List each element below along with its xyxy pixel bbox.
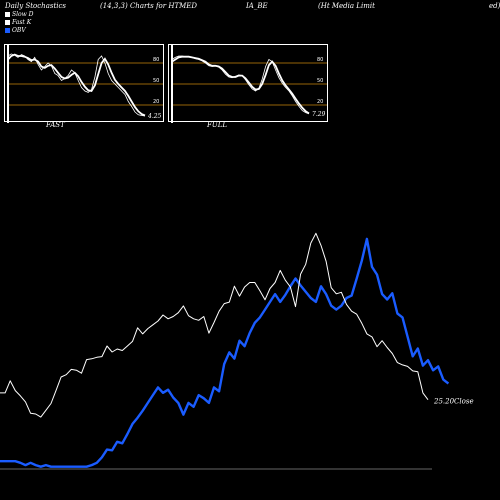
full-panel-label: FULL <box>207 121 228 129</box>
header-symbol-tail: IA_BE <box>246 2 268 10</box>
tick-label-50: 50 <box>153 78 159 84</box>
legend-fast-k: Fast K <box>5 19 34 27</box>
tick-label-80: 80 <box>317 57 323 63</box>
fast-k-line <box>7 53 146 117</box>
end-value-label: 4.25 <box>147 113 162 120</box>
legend: Slow D Fast K OBV <box>5 11 34 35</box>
fast-panel-label: FAST <box>46 121 65 129</box>
obv-line <box>0 237 450 468</box>
tick-label-20: 20 <box>153 99 159 105</box>
full-stochastic-panel: 80 50 20 7.29 <box>168 44 328 123</box>
close-label: 25.20Close <box>433 398 474 406</box>
legend-swatch <box>5 12 10 17</box>
header-right: ed) <box>489 2 500 10</box>
tick-label-50: 50 <box>317 78 323 84</box>
tick-label-20: 20 <box>317 99 323 105</box>
fast-stochastic-svg: 80 50 20 4.25 <box>7 45 163 123</box>
header-company: (Ht Media Limit <box>318 2 375 10</box>
legend-swatch <box>5 20 10 25</box>
legend-obv: OBV <box>5 27 34 35</box>
slow-d-line <box>7 53 146 117</box>
tick-label-80: 80 <box>153 57 159 63</box>
full-stochastic-svg: 80 50 20 7.29 <box>171 45 327 123</box>
legend-slow-d: Slow D <box>5 11 34 19</box>
header-params: (14,3,3) Charts for HTMED <box>100 2 198 10</box>
end-value-label: 7.29 <box>312 111 326 118</box>
fast-stochastic-panel: 80 50 20 4.25 <box>4 44 164 123</box>
header-left: Daily Stochastics <box>5 2 67 10</box>
fast-k-line <box>171 55 310 115</box>
legend-swatch <box>5 28 10 33</box>
price-line <box>0 232 429 418</box>
